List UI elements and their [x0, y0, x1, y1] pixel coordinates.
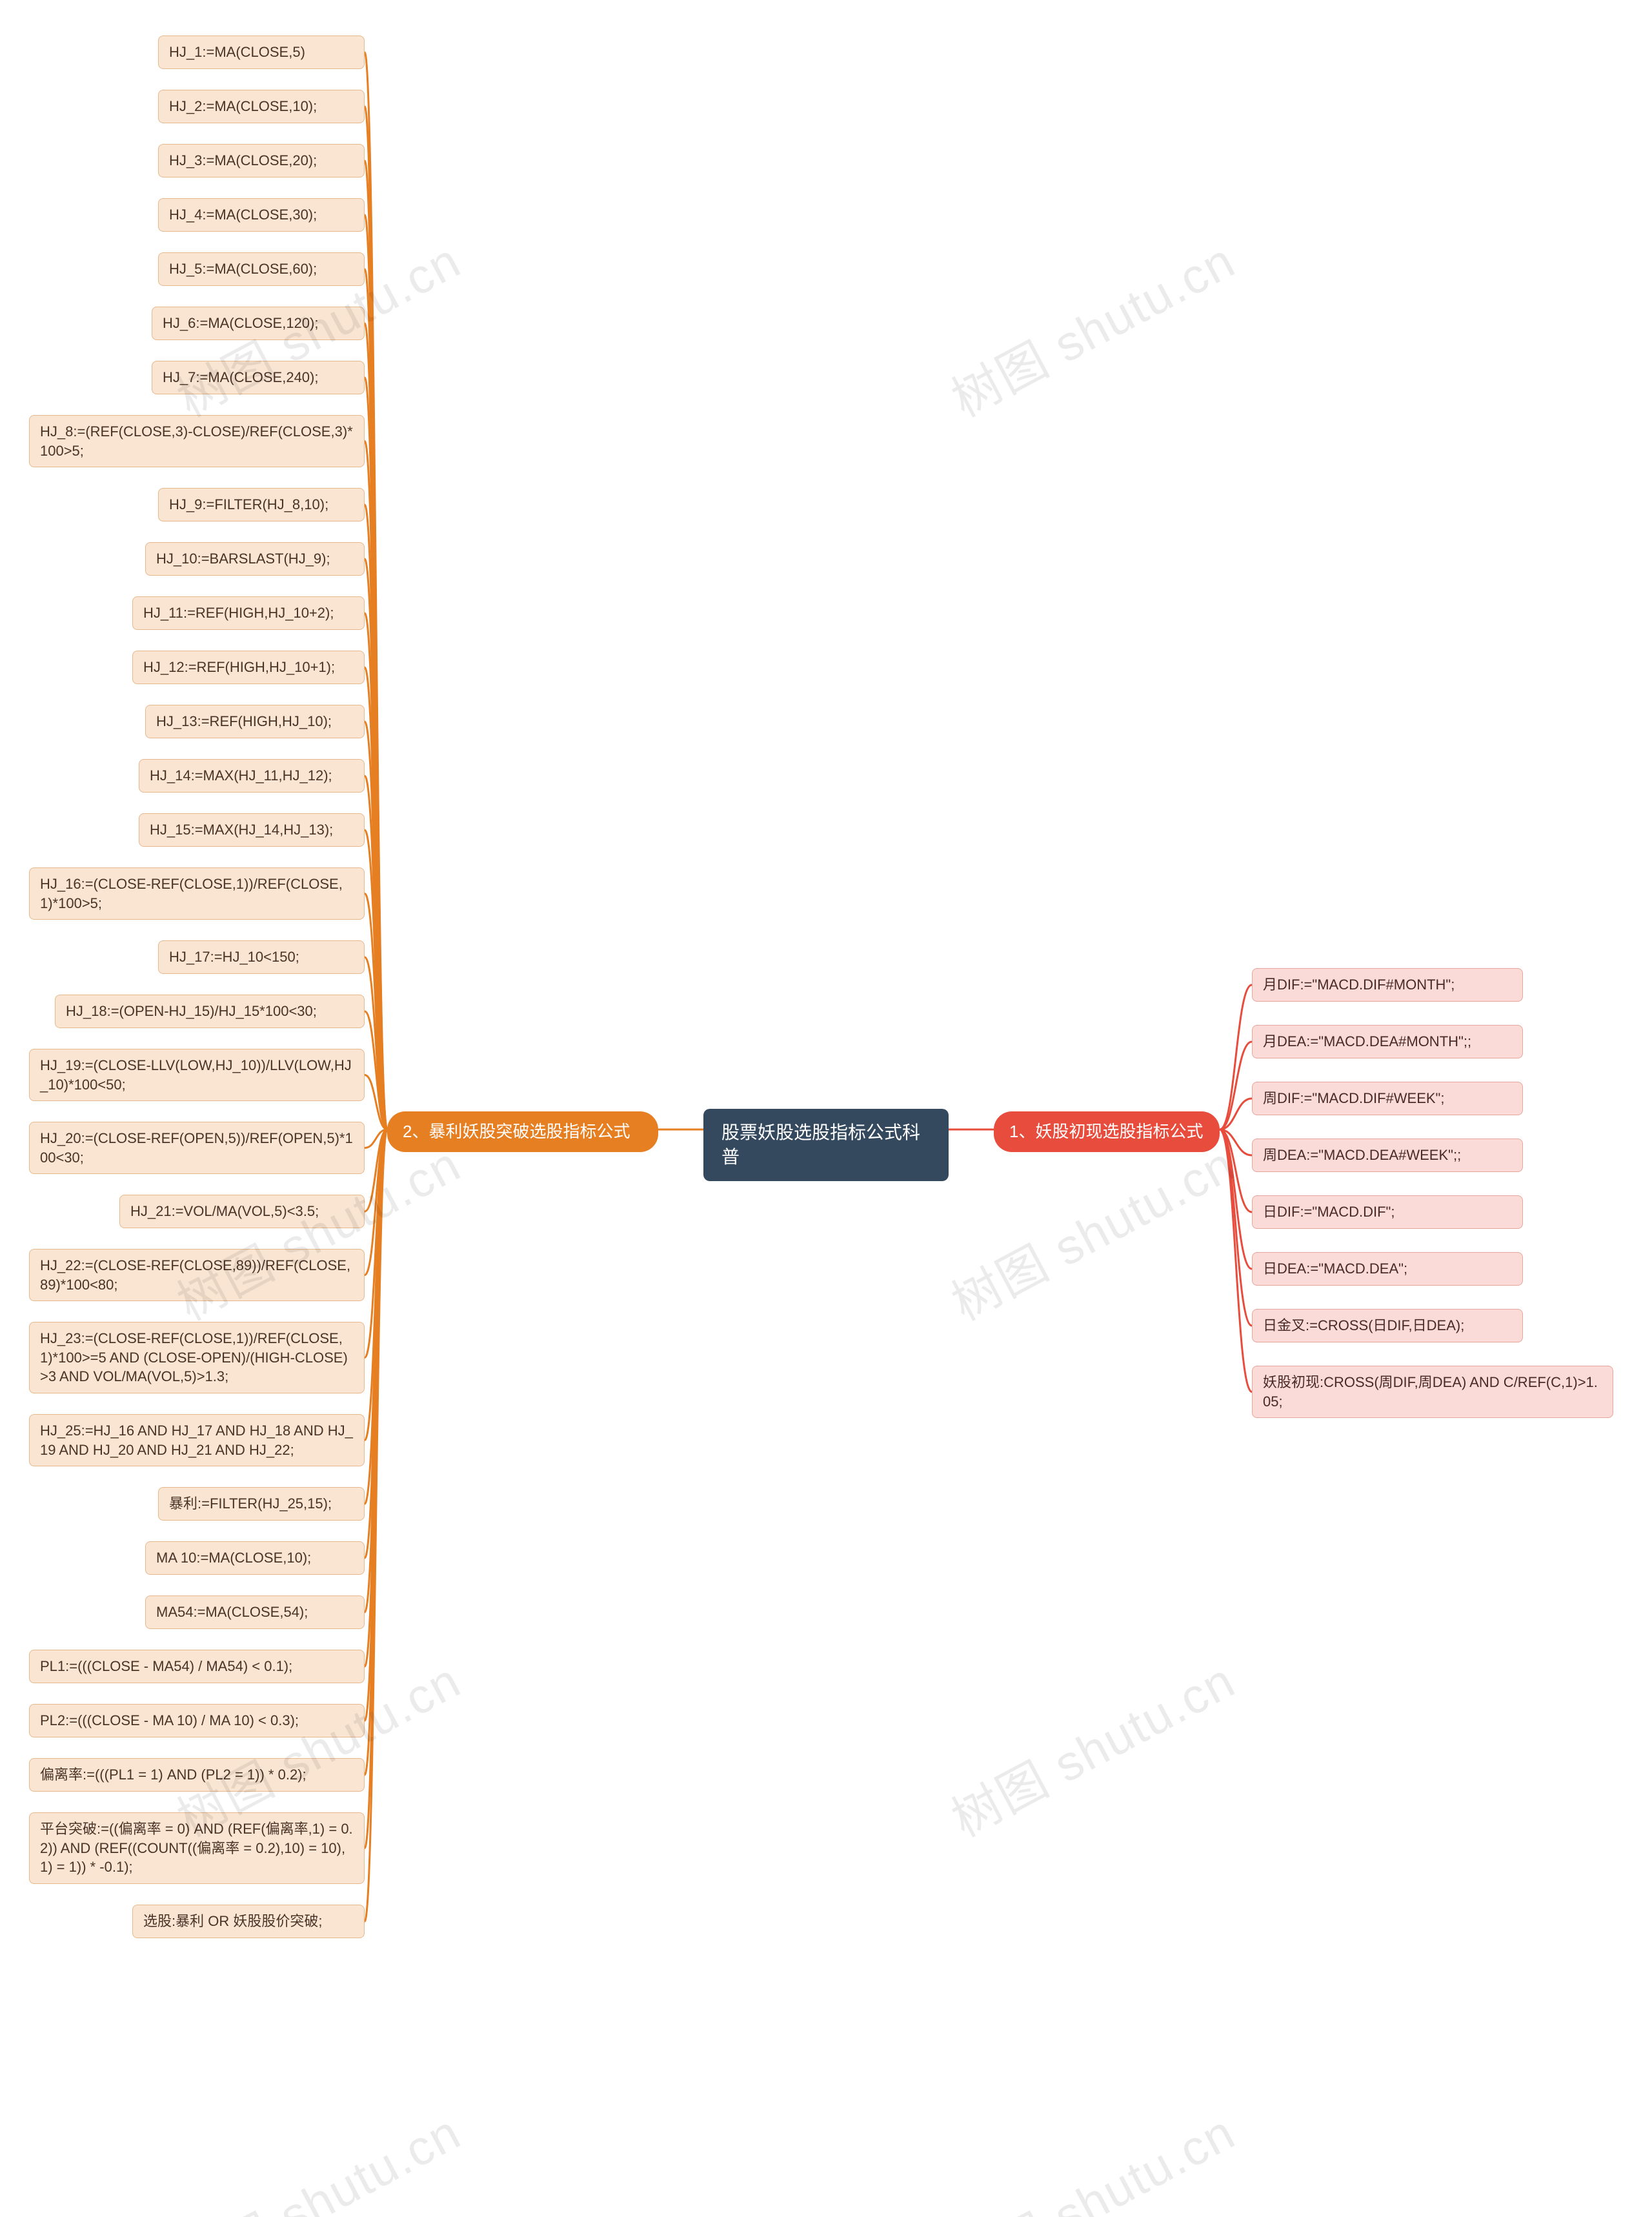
right-leaf-3: 周DEA:="MACD.DEA#WEEK";;: [1252, 1139, 1523, 1172]
left-leaf-1: HJ_2:=MA(CLOSE,10);: [158, 90, 365, 123]
left-leaf-26: MA54:=MA(CLOSE,54);: [145, 1595, 365, 1629]
watermark: 树图 shutu.cn: [937, 221, 1245, 430]
left-leaf-10: HJ_11:=REF(HIGH,HJ_10+2);: [132, 596, 365, 630]
right-leaf-0: 月DIF:="MACD.DIF#MONTH";: [1252, 968, 1523, 1002]
left-leaf-16: HJ_17:=HJ_10<150;: [158, 940, 365, 974]
left-leaf-25: MA 10:=MA(CLOSE,10);: [145, 1541, 365, 1575]
left-leaf-13: HJ_14:=MAX(HJ_11,HJ_12);: [139, 759, 365, 793]
watermark: 树图 shutu.cn: [163, 2093, 471, 2217]
right-leaf-6: 日金叉:=CROSS(日DIF,日DEA);: [1252, 1309, 1523, 1342]
left-leaf-12: HJ_13:=REF(HIGH,HJ_10);: [145, 705, 365, 738]
left-leaf-24: 暴利:=FILTER(HJ_25,15);: [158, 1487, 365, 1521]
right-leaf-2: 周DIF:="MACD.DIF#WEEK";: [1252, 1082, 1523, 1115]
left-leaf-30: 平台突破:=((偏离率 = 0) AND (REF(偏离率,1) = 0.2))…: [29, 1812, 365, 1884]
left-leaf-4: HJ_5:=MA(CLOSE,60);: [158, 252, 365, 286]
right-leaf-1: 月DEA:="MACD.DEA#MONTH";;: [1252, 1025, 1523, 1058]
root-node: 股票妖股选股指标公式科普: [703, 1109, 949, 1181]
left-leaf-7: HJ_8:=(REF(CLOSE,3)-CLOSE)/REF(CLOSE,3)*…: [29, 415, 365, 467]
left-leaf-3: HJ_4:=MA(CLOSE,30);: [158, 198, 365, 232]
left-leaf-28: PL2:=(((CLOSE - MA 10) / MA 10) < 0.3);: [29, 1704, 365, 1737]
mindmap-stage: 股票妖股选股指标公式科普 1、妖股初现选股指标公式 月DIF:="MACD.DIF#…: [0, 0, 1652, 2217]
left-leaf-20: HJ_21:=VOL/MA(VOL,5)<3.5;: [119, 1195, 365, 1228]
watermark: 树图 shutu.cn: [937, 2093, 1245, 2217]
left-leaf-15: HJ_16:=(CLOSE-REF(CLOSE,1))/REF(CLOSE,1)…: [29, 867, 365, 920]
left-leaf-0: HJ_1:=MA(CLOSE,5): [158, 35, 365, 69]
branch-left: 2、暴利妖股突破选股指标公式: [387, 1111, 658, 1152]
watermark: 树图 shutu.cn: [937, 1125, 1245, 1334]
right-leaf-7: 妖股初现:CROSS(周DIF,周DEA) AND C/REF(C,1)>1.0…: [1252, 1366, 1613, 1418]
left-leaf-5: HJ_6:=MA(CLOSE,120);: [152, 307, 365, 340]
left-leaf-21: HJ_22:=(CLOSE-REF(CLOSE,89))/REF(CLOSE,8…: [29, 1249, 365, 1301]
branch-right: 1、妖股初现选股指标公式: [994, 1111, 1220, 1152]
left-leaf-29: 偏离率:=(((PL1 = 1) AND (PL2 = 1)) * 0.2);: [29, 1758, 365, 1792]
watermark: 树图 shutu.cn: [937, 1641, 1245, 1850]
left-leaf-27: PL1:=(((CLOSE - MA54) / MA54) < 0.1);: [29, 1650, 365, 1683]
left-leaf-31: 选股:暴利 OR 妖股股价突破;: [132, 1905, 365, 1938]
left-leaf-19: HJ_20:=(CLOSE-REF(OPEN,5))/REF(OPEN,5)*1…: [29, 1122, 365, 1174]
left-leaf-17: HJ_18:=(OPEN-HJ_15)/HJ_15*100<30;: [55, 995, 365, 1028]
left-leaf-6: HJ_7:=MA(CLOSE,240);: [152, 361, 365, 394]
right-leaf-4: 日DIF:="MACD.DIF";: [1252, 1195, 1523, 1229]
left-leaf-18: HJ_19:=(CLOSE-LLV(LOW,HJ_10))/LLV(LOW,HJ…: [29, 1049, 365, 1101]
left-leaf-11: HJ_12:=REF(HIGH,HJ_10+1);: [132, 651, 365, 684]
right-leaf-5: 日DEA:="MACD.DEA";: [1252, 1252, 1523, 1286]
left-leaf-23: HJ_25:=HJ_16 AND HJ_17 AND HJ_18 AND HJ_…: [29, 1414, 365, 1466]
left-leaf-22: HJ_23:=(CLOSE-REF(CLOSE,1))/REF(CLOSE,1)…: [29, 1322, 365, 1393]
left-leaf-2: HJ_3:=MA(CLOSE,20);: [158, 144, 365, 177]
left-leaf-8: HJ_9:=FILTER(HJ_8,10);: [158, 488, 365, 521]
left-leaf-14: HJ_15:=MAX(HJ_14,HJ_13);: [139, 813, 365, 847]
left-leaf-9: HJ_10:=BARSLAST(HJ_9);: [145, 542, 365, 576]
